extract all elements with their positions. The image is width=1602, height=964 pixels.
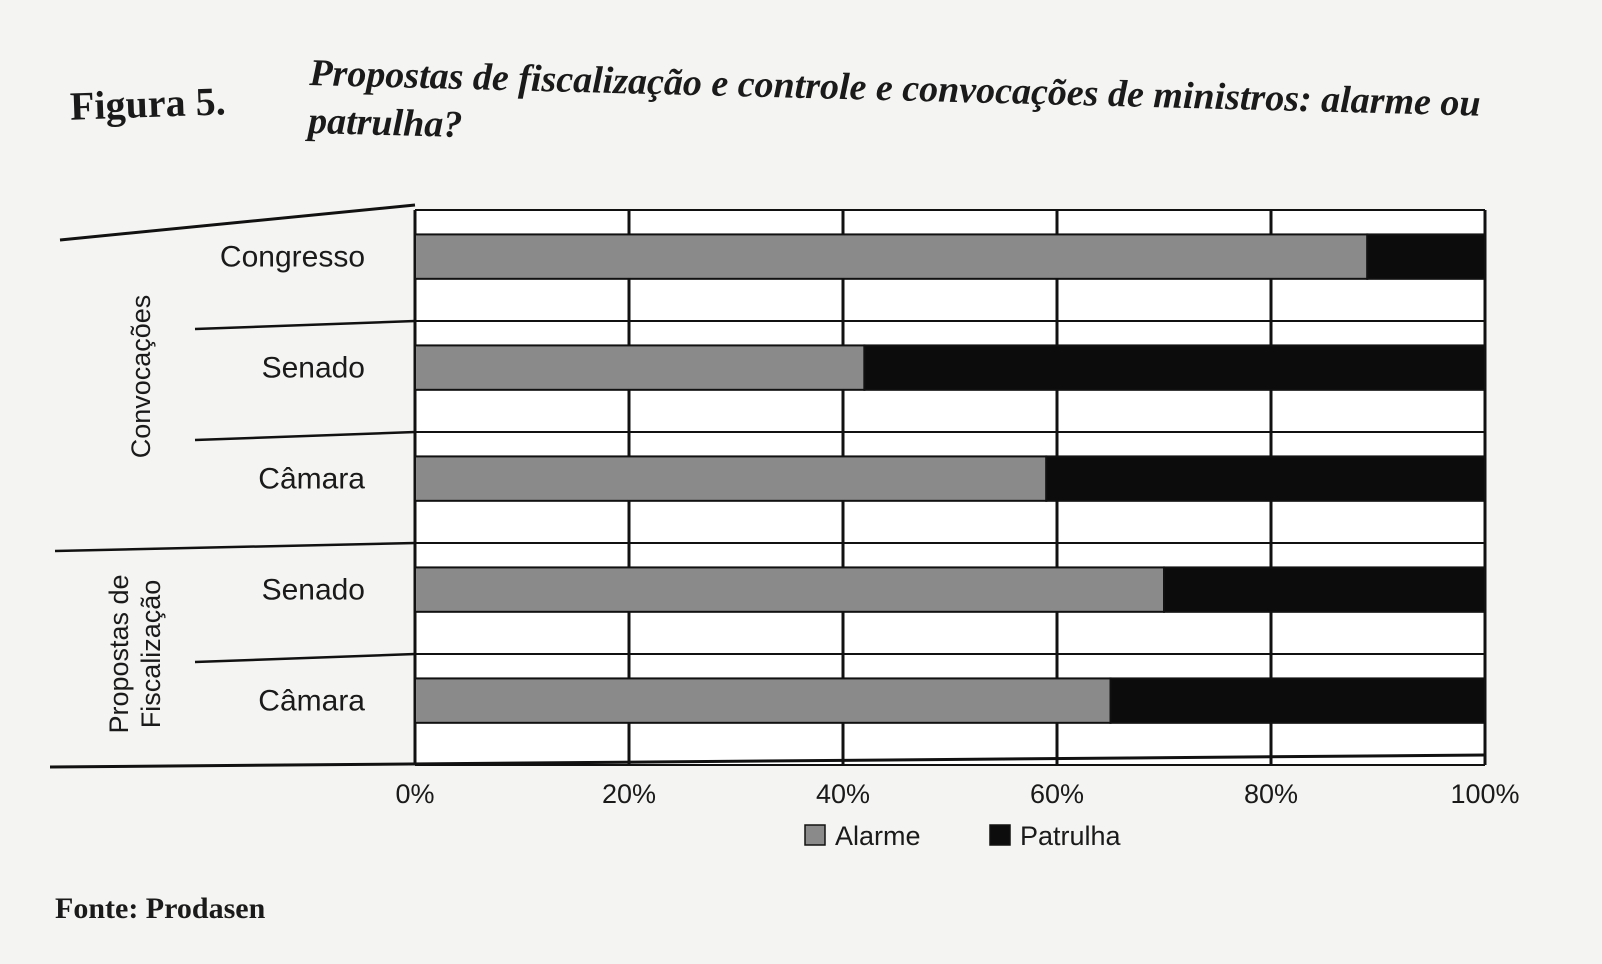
x-tick-label: 100%: [1450, 779, 1519, 809]
category-label: Câmara: [258, 463, 365, 496]
category-label: Congresso: [220, 241, 365, 274]
x-tick-label: 0%: [395, 779, 434, 809]
category-label: Senado: [262, 352, 365, 385]
legend-swatch-alarme: [804, 824, 826, 846]
bar-patrulha-4: [1109, 677, 1486, 724]
bracket-bottom-line: [49, 753, 1486, 769]
axis-layer: 0% 20% 40% 60% 80% 100%: [49, 203, 1520, 809]
category-label: Senado: [262, 574, 365, 607]
labels-layer: Congresso Senado Câmara Senado Câmara Convoca…: [104, 241, 365, 734]
source-note: Fonte: Prodasen: [55, 892, 266, 925]
bracket-top-line: [59, 203, 416, 242]
bar-alarme-2: [414, 455, 1048, 502]
bars-layer: [414, 233, 1487, 724]
bar-patrulha-2: [1045, 455, 1487, 502]
bracket-divider-4: [194, 652, 416, 664]
bar-alarme-4: [414, 677, 1112, 724]
x-tick-label: 40%: [816, 779, 870, 809]
bar-alarme-3: [414, 566, 1165, 613]
group-label: Convocações: [126, 295, 156, 459]
legend-swatch-patrulha: [989, 824, 1011, 846]
x-tick-label: 60%: [1030, 779, 1084, 809]
bar-alarme-0: [414, 233, 1369, 280]
group-label: Propostas deFiscalização: [104, 574, 166, 733]
bar-alarme-1: [414, 344, 866, 391]
x-tick-label: 80%: [1244, 779, 1298, 809]
legend-label: Patrulha: [1020, 821, 1122, 851]
x-tick-label: 20%: [602, 779, 656, 809]
bracket-divider-1: [194, 319, 416, 331]
category-label: Câmara: [258, 685, 365, 718]
bar-patrulha-1: [863, 344, 1486, 391]
bracket-divider-3: [54, 541, 416, 553]
bar-patrulha-0: [1366, 233, 1487, 280]
legend-label: Alarme: [835, 821, 921, 851]
legend-layer: Alarme Patrulha: [804, 821, 1122, 851]
bar-patrulha-3: [1163, 566, 1486, 613]
bracket-divider-2: [194, 430, 416, 442]
